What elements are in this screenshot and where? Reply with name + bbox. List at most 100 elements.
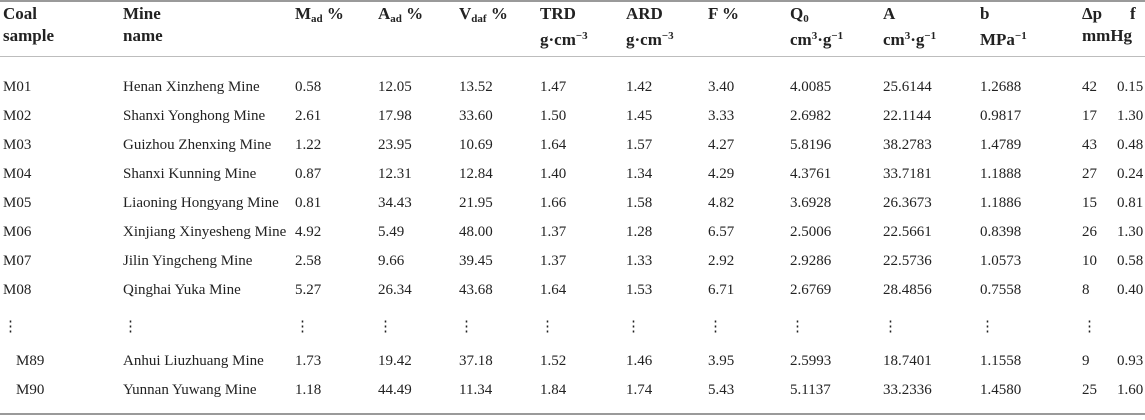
table-cell: Henan Xinzheng Mine xyxy=(123,79,260,95)
table-cell: 1.64 xyxy=(540,137,567,153)
table-cell: 0.58 xyxy=(1117,253,1144,269)
header-text: A xyxy=(378,4,391,23)
table-cell: 33.60 xyxy=(459,108,493,124)
table-cell: 2.9286 xyxy=(790,253,832,269)
table-cell: 2.61 xyxy=(295,108,322,124)
header-text: ARD xyxy=(626,4,663,23)
header-text: name xyxy=(123,26,163,45)
table-cell: ⋮ xyxy=(708,319,723,335)
header-cell: name xyxy=(123,26,163,46)
table-cell: Guizhou Zhenxing Mine xyxy=(123,137,272,153)
header-cell: mmHg xyxy=(1082,26,1132,46)
top-rule xyxy=(0,0,1145,2)
table-cell: 1.37 xyxy=(540,253,567,269)
header-cell: TRD xyxy=(540,4,576,24)
header-cell: cm3·g−1 xyxy=(883,26,936,50)
header-cell: sample xyxy=(3,26,54,46)
table-cell: M02 xyxy=(3,108,32,124)
header-text: V xyxy=(459,4,472,23)
header-text: TRD xyxy=(540,4,576,23)
table-cell: ⋮ xyxy=(295,319,310,335)
header-text: cm xyxy=(790,30,812,49)
table-cell: Shanxi Kunning Mine xyxy=(123,166,257,182)
header-text: % xyxy=(486,4,508,23)
table-cell: Liaoning Hongyang Mine xyxy=(123,195,279,211)
superscript: −3 xyxy=(575,30,588,42)
table-cell: 12.05 xyxy=(378,79,412,95)
table-cell: 33.2336 xyxy=(883,382,932,398)
table-cell: Shanxi Yonghong Mine xyxy=(123,108,266,124)
table-cell: 26 xyxy=(1082,224,1097,240)
header-text: b xyxy=(980,4,990,23)
table-cell: 1.30 xyxy=(1117,108,1144,124)
table-cell: ⋮ xyxy=(540,319,555,335)
table-cell: 42 xyxy=(1082,79,1097,95)
header-text: cm xyxy=(883,30,905,49)
header-text: g·cm xyxy=(540,30,576,49)
header-cell: A xyxy=(883,4,895,24)
table-cell: Jilin Yingcheng Mine xyxy=(123,253,253,269)
table-cell: 1.1888 xyxy=(980,166,1022,182)
subscript: ad xyxy=(311,13,323,25)
table-cell: M03 xyxy=(3,137,32,153)
superscript: −1 xyxy=(924,30,937,42)
table-cell: ⋮ xyxy=(980,319,995,335)
table-cell: 0.24 xyxy=(1117,166,1144,182)
table-cell: 0.40 xyxy=(1117,282,1144,298)
table-cell: 37.18 xyxy=(459,353,493,369)
header-cell: Aad % xyxy=(378,4,423,29)
header-text: MPa xyxy=(980,30,1015,49)
subscript: daf xyxy=(471,13,487,25)
table-cell: 5.1137 xyxy=(790,382,831,398)
table-cell: 1.60 xyxy=(1117,382,1144,398)
header-cell: Q0 xyxy=(790,4,809,29)
table-cell: 1.22 xyxy=(295,137,322,153)
table-cell: 4.0085 xyxy=(790,79,832,95)
table-cell: 0.7558 xyxy=(980,282,1022,298)
table-cell: 18.7401 xyxy=(883,353,932,369)
table-cell: 3.40 xyxy=(708,79,735,95)
header-cell: Coal xyxy=(3,4,37,24)
table-cell: 4.82 xyxy=(708,195,735,211)
table-cell: 1.34 xyxy=(626,166,653,182)
table-cell: 5.43 xyxy=(708,382,735,398)
header-cell: g·cm−3 xyxy=(626,26,674,50)
header-text: f xyxy=(1130,4,1136,23)
superscript: −1 xyxy=(1014,30,1027,42)
table-cell: 4.29 xyxy=(708,166,735,182)
header-text: Q xyxy=(790,4,804,23)
table-cell: 26.34 xyxy=(378,282,412,298)
table-cell: 0.9817 xyxy=(980,108,1022,124)
table-cell: 1.30 xyxy=(1117,224,1144,240)
table-cell: M08 xyxy=(3,282,32,298)
table-cell: 22.5661 xyxy=(883,224,932,240)
table-cell: M89 xyxy=(16,353,45,369)
table-cell: 10 xyxy=(1082,253,1097,269)
table-cell: 1.28 xyxy=(626,224,653,240)
header-text: g·cm xyxy=(626,30,662,49)
table-cell: 5.27 xyxy=(295,282,322,298)
header-text: Coal xyxy=(3,4,37,23)
table-cell: 1.57 xyxy=(626,137,653,153)
table-cell: 43.68 xyxy=(459,282,493,298)
header-cell: Mad % xyxy=(295,4,344,29)
table-cell: 1.40 xyxy=(540,166,567,182)
subscript: 0 xyxy=(803,13,809,25)
table-cell: Xinjiang Xinyesheng Mine xyxy=(123,224,287,240)
table-cell: 1.33 xyxy=(626,253,653,269)
header-text: ·g xyxy=(817,30,832,49)
table-cell: 8 xyxy=(1082,282,1090,298)
bottom-rule xyxy=(0,413,1145,415)
superscript: −3 xyxy=(661,30,674,42)
table-cell: ⋮ xyxy=(123,319,138,335)
table-cell: ⋮ xyxy=(3,319,18,335)
table-cell: 2.6982 xyxy=(790,108,832,124)
table-cell: 21.95 xyxy=(459,195,493,211)
header-cell: cm3·g−1 xyxy=(790,26,843,50)
superscript: 3 xyxy=(811,30,818,42)
header-text: Mine xyxy=(123,4,161,23)
table-cell: 1.50 xyxy=(540,108,567,124)
table-cell: 5.49 xyxy=(378,224,405,240)
table-cell: 13.52 xyxy=(459,79,493,95)
